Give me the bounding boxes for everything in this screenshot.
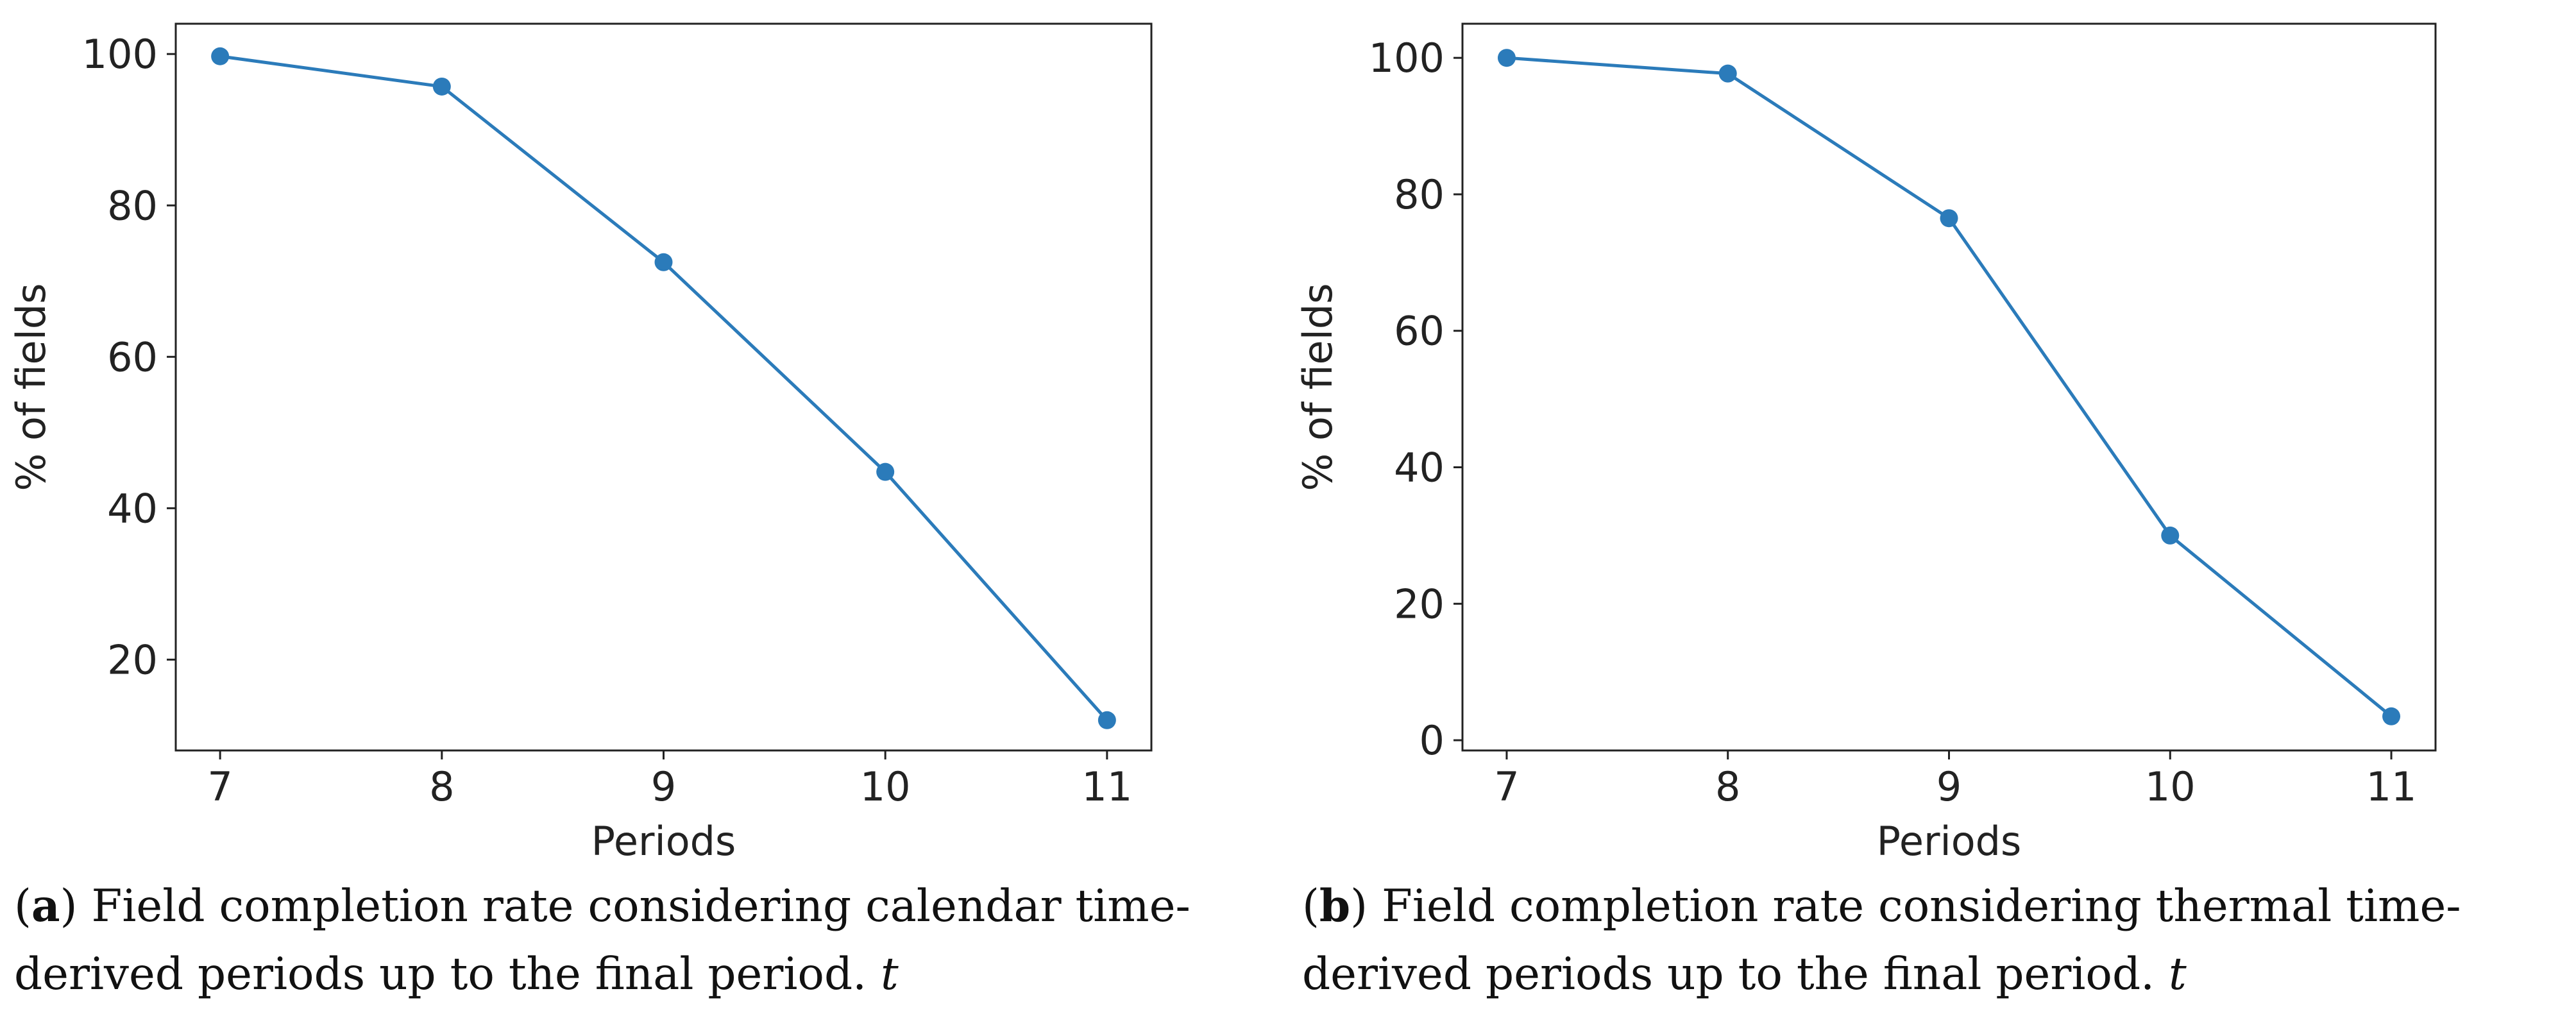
data-point [432, 77, 451, 96]
caption-b-letter: b [1319, 880, 1351, 932]
y-tick-label: 80 [107, 182, 158, 229]
y-tick-label: 40 [107, 485, 158, 532]
x-tick-label: 7 [207, 763, 232, 810]
caption-a-variable: t [881, 949, 899, 1000]
data-point [1097, 711, 1116, 729]
x-tick-label: 11 [1081, 763, 1132, 810]
x-tick-label: 10 [860, 763, 911, 810]
data-point [2382, 707, 2401, 725]
data-point [1497, 49, 1516, 67]
x-tick-label: 8 [1715, 763, 1740, 810]
y-tick-label: 20 [107, 636, 158, 683]
data-point [1718, 64, 1737, 83]
y-tick-label: 0 [1419, 717, 1445, 764]
caption-b-variable: t [2169, 949, 2187, 1000]
y-tick-label: 80 [1394, 171, 1445, 218]
caption-b-text: ) Field completion rate considering ther… [1302, 881, 2461, 1000]
x-tick-label: 10 [2145, 763, 2196, 810]
data-point [211, 47, 230, 65]
caption-a: (a) Field completion rate considering ca… [14, 880, 1191, 1000]
x-tick-label: 9 [1936, 763, 1962, 810]
y-tick-label: 60 [107, 334, 158, 380]
series-line [1506, 56, 2393, 718]
y-tick-label: 100 [1369, 35, 1445, 81]
y-tick-label: 20 [1394, 580, 1445, 627]
plot-frame [1461, 22, 2437, 752]
chart-a: 7 8 9 10 11 20 40 60 80 100 Periods % of fields [8, 22, 1153, 865]
x-tick-label: 11 [2366, 763, 2417, 810]
x-tick-label: 7 [1494, 763, 1519, 810]
x-axis-label: Periods [591, 818, 736, 865]
y-axis-label: % of fields [8, 283, 55, 491]
caption-a-text: ) Field completion rate considering cale… [14, 881, 1191, 1000]
data-point [876, 462, 895, 481]
y-axis-label: % of fields [1294, 283, 1341, 491]
data-point [654, 253, 673, 271]
plot-frame [174, 22, 1153, 752]
x-tick-label: 8 [429, 763, 454, 810]
caption-b: (b) Field completion rate considering th… [1302, 880, 2461, 1000]
x-axis-label: Periods [1877, 818, 2022, 865]
chart-b: 7 8 9 10 11 0 20 40 60 80 100 Periods % of fields [1294, 22, 2437, 865]
data-point [2161, 526, 2180, 545]
data-point [1940, 209, 1958, 228]
series-line [219, 55, 1108, 722]
y-tick-label: 100 [82, 31, 158, 78]
y-tick-label: 40 [1394, 445, 1445, 491]
x-tick-label: 9 [651, 763, 676, 810]
caption-a-letter: a [31, 880, 60, 932]
y-tick-label: 60 [1394, 308, 1445, 355]
